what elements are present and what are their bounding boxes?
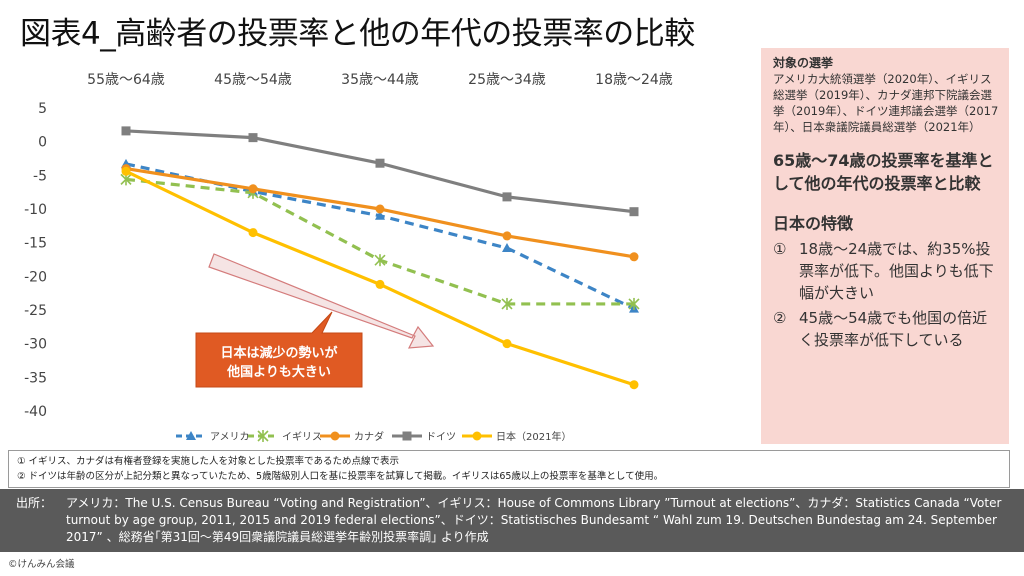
x-tick-label: 18歳～24歳 [595, 72, 673, 88]
y-tick-label: -35 [24, 370, 47, 386]
copyright-text: ©けんみん会議 [8, 559, 75, 570]
feature-text: 18歳～24歳では、約35%投票率が低下。他国よりも低下幅が大きい [799, 240, 994, 302]
x-tick-label: 35歳～44歳 [341, 72, 419, 88]
legend-item: イギリス [248, 430, 322, 443]
note-line: ② ドイツは年齢の区分が上記分類と異なっていたため、5歳階級別人口を基に投票率を… [17, 471, 664, 482]
note-line: ① イギリス、カナダは有権者登録を実施した人を対象とした投票率であるため点線で表… [17, 456, 399, 467]
series-ドイツ [121, 126, 639, 217]
x-tick-label: 55歳～64歳 [87, 72, 165, 88]
feature-number: ① [773, 240, 787, 258]
y-tick-label: -30 [24, 337, 47, 353]
y-tick-label: -40 [24, 404, 47, 420]
data-point [375, 158, 385, 168]
legend-label: 日本（2021年） [496, 430, 571, 443]
legend-label: アメリカ [210, 431, 250, 443]
data-point [375, 204, 385, 214]
data-point [121, 166, 131, 176]
sidebar-panel: 対象の選挙 アメリカ大統領選挙（2020年）、イギリス総選挙（2019年）、カナ… [761, 48, 1009, 444]
callout-text: 他国よりも大きい [226, 364, 331, 380]
y-tick-label: -10 [24, 202, 47, 218]
data-point [375, 210, 385, 220]
y-tick-label: -25 [24, 303, 47, 319]
y-tick-label: 0 [38, 135, 47, 151]
data-point [374, 254, 386, 267]
data-point [629, 380, 639, 390]
feature-number: ② [773, 309, 787, 327]
y-tick-label: -15 [24, 236, 47, 252]
callout-text: 日本は減少の勢いが [220, 345, 337, 361]
sources-text: アメリカ：The U.S. Census Bureau “Voting and … [66, 496, 1002, 544]
legend-label: ドイツ [426, 432, 456, 443]
data-point [628, 297, 640, 310]
target-elections-heading: 対象の選挙 [773, 56, 834, 70]
series-layer [120, 126, 640, 390]
legend: アメリカ イギリス カナダ ドイツ 日本（2021年） [176, 430, 571, 443]
data-point [375, 279, 385, 289]
x-tick-label: 45歳～54歳 [214, 72, 292, 88]
sources-label: 出所： [16, 496, 53, 510]
legend-item: アメリカ [176, 431, 250, 443]
data-point [248, 133, 258, 143]
data-point [502, 339, 512, 349]
trend-arrow [208, 253, 435, 349]
japan-feature-item: ② 45歳～54歳でも他国の倍近く投票率が低下している [773, 307, 999, 351]
page-title: 図表4_高齢者の投票率と他の年代の投票率の比較 [20, 16, 695, 52]
line-chart: 5 0 -5 -10 -15 -20 -25 -30 -35 -40 55歳～64歳 45歳～54歳… [24, 72, 673, 443]
legend-label: イギリス [282, 431, 322, 443]
data-point [629, 207, 639, 217]
data-point [502, 243, 512, 253]
data-point [502, 192, 512, 202]
legend-label: カナダ [354, 430, 384, 443]
series-line [125, 129, 635, 214]
japan-features-heading: 日本の特徴 [773, 214, 854, 233]
legend-item: ドイツ [392, 431, 456, 443]
sources-footer: 出所： アメリカ：The U.S. Census Bureau “Voting … [0, 489, 1024, 552]
y-tick-label: -5 [33, 168, 47, 184]
series-カナダ [121, 164, 639, 262]
data-point [502, 231, 512, 241]
series-イギリス [120, 173, 640, 310]
legend-item: カナダ [320, 430, 384, 443]
data-point [330, 431, 340, 441]
data-point [629, 252, 639, 262]
y-tick-label: -20 [24, 269, 47, 285]
data-point [402, 431, 412, 441]
target-elections-text: アメリカ大統領選挙（2020年）、イギリス総選挙（2019年）、カナダ連邦下院議… [773, 72, 999, 134]
series-アメリカ [121, 158, 639, 313]
data-point [248, 184, 258, 194]
x-tick-label: 25歳～34歳 [468, 72, 546, 88]
y-tick-label: 5 [38, 101, 47, 117]
series-日本（2021年） [121, 166, 639, 390]
data-point [186, 431, 196, 440]
comparison-basis-text: 65歳～74歳の投票率を基準として他の年代の投票率と比較 [773, 151, 994, 193]
legend-item: 日本（2021年） [462, 430, 571, 443]
feature-text: 45歳～54歳でも他国の倍近く投票率が低下している [799, 309, 988, 349]
x-axis-ticks: 55歳～64歳 45歳～54歳 35歳～44歳 25歳～34歳 18歳～24歳 [87, 72, 673, 88]
notes-box: ① イギリス、カナダは有権者登録を実施した人を対象とした投票率であるため点線で表… [8, 450, 1010, 488]
data-point [257, 430, 269, 442]
callout-box [195, 311, 363, 388]
japan-feature-item: ① 18歳～24歳では、約35%投票率が低下。他国よりも低下幅が大きい [773, 238, 999, 304]
data-point [248, 228, 258, 238]
data-point [501, 297, 513, 310]
data-point [121, 126, 131, 136]
y-axis-ticks: 5 0 -5 -10 -15 -20 -25 -30 -35 -40 [24, 101, 47, 420]
data-point [472, 431, 482, 441]
